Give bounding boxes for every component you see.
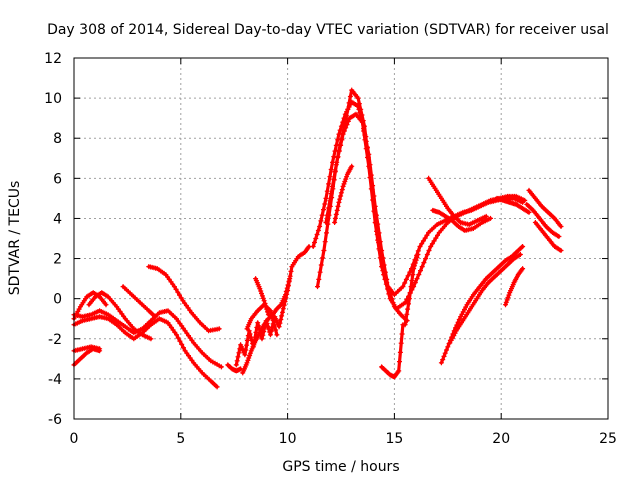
series-track-23 [524,201,562,239]
y-tick-label: 12 [44,51,62,67]
series-points [532,220,564,253]
series-points [233,244,312,368]
series-track-22 [526,187,564,229]
y-tick-label: -4 [48,372,62,388]
axis-layer: 0 5 10 15 20 25 -6 -4 -2 0 2 4 6 8 10 12 [44,51,617,447]
series-track-6 [146,264,222,334]
series-track-24 [532,220,564,253]
y-tick-label: 8 [53,131,62,147]
series-track-1 [71,314,220,390]
plot-frame [73,57,609,420]
series-track-15 [315,111,410,324]
series-track-27 [503,266,526,308]
x-tick-label: 0 [70,431,79,447]
series-points [253,276,271,318]
series-points [379,322,406,380]
series-track-8 [71,344,103,354]
series-track-12 [253,276,271,318]
x-tick-label: 20 [492,431,510,447]
series-track-19 [426,175,489,227]
x-tick-label: 15 [385,431,403,447]
x-tick-label: 25 [599,431,617,447]
series-points [332,163,355,225]
series-points [225,362,244,374]
series-track-9 [233,244,312,368]
series-points [494,195,532,215]
series-points [430,207,493,233]
x-tick-label: 5 [176,431,185,447]
series-track-18 [402,252,421,328]
series-points [524,201,562,239]
y-tick-label: 0 [53,292,62,308]
grid-layer [74,58,608,419]
y-tick-label: 2 [53,252,62,268]
y-tick-label: 6 [53,171,62,187]
y-tick-label: -6 [48,412,62,428]
series-points [120,284,158,320]
series-track-26 [447,252,523,346]
y-tick-label: 4 [53,211,62,227]
y-tick-label: -2 [48,332,62,348]
series-track-16 [332,163,355,225]
series-points [315,111,410,324]
series-points [447,252,523,346]
y-tick-label: 10 [44,91,62,107]
x-tick-label: 10 [279,431,297,447]
data-layer [71,87,564,390]
series-line [315,112,409,323]
series-points [240,276,293,376]
series-track-4 [86,290,154,342]
series-track-21 [494,195,532,215]
series-points [426,175,489,227]
series-line [234,244,311,367]
chart-title: Day 308 of 2014, Sidereal Day-to-day VTE… [47,22,609,38]
series-track-20 [430,207,493,233]
y-axis-label: SDTVAR / TECUs [7,181,23,296]
series-points [503,266,526,308]
x-axis-label: GPS time / hours [282,459,399,475]
series-points [402,252,421,328]
series-track-17 [379,322,406,380]
series-track-5 [120,284,158,320]
series-points [146,264,222,334]
series-points [526,187,564,229]
series-track-28 [225,362,244,374]
series-points [86,290,154,342]
series-track-10 [240,276,293,376]
